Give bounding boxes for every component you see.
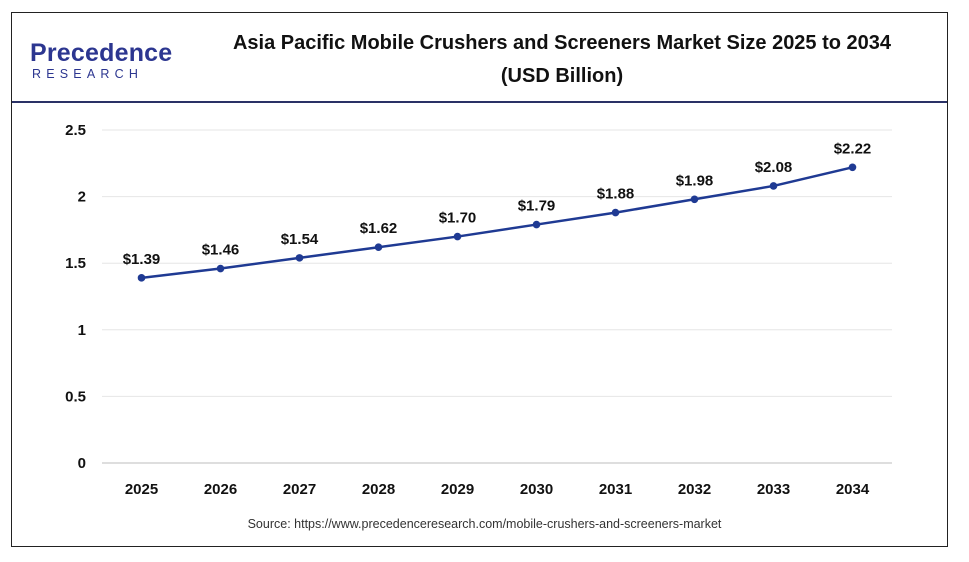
data-point <box>453 232 462 241</box>
data-label: $1.79 <box>518 198 556 215</box>
data-label: $1.46 <box>202 242 240 259</box>
y-tick-label: 0 <box>78 455 86 472</box>
data-label: $1.39 <box>123 251 161 268</box>
x-tick-label: 2027 <box>283 481 316 498</box>
data-point <box>611 208 620 217</box>
data-point <box>690 195 699 204</box>
data-label: $2.22 <box>834 140 872 157</box>
x-tick-label: 2026 <box>204 481 237 498</box>
chart-title-line-2: (USD Billion) <box>500 65 624 87</box>
data-label: $2.08 <box>755 159 793 176</box>
y-tick-label: 1.5 <box>65 255 86 272</box>
data-point <box>216 264 225 273</box>
data-point <box>769 182 778 190</box>
data-label: $1.62 <box>360 220 398 237</box>
chart-header: Precedence RESEARCH Asia Pacific Mobile … <box>12 13 947 103</box>
x-tick-label: 2025 <box>125 481 158 498</box>
data-point <box>848 163 857 172</box>
x-tick-label: 2034 <box>836 481 870 498</box>
x-tick-label: 2028 <box>362 481 395 498</box>
y-tick-label: 0.5 <box>65 388 86 405</box>
data-point <box>532 220 541 229</box>
chart-frame: Precedence RESEARCH Asia Pacific Mobile … <box>11 12 948 547</box>
x-tick-label: 2032 <box>678 481 711 498</box>
data-label: $1.70 <box>439 210 477 227</box>
x-tick-label: 2029 <box>441 481 474 498</box>
data-label: $1.88 <box>597 186 635 203</box>
data-label: $1.98 <box>676 172 714 189</box>
chart-title-line-1: Asia Pacific Mobile Crushers and Screene… <box>232 32 892 54</box>
series-line <box>141 166 853 280</box>
chart-title: Asia Pacific Mobile Crushers and Screene… <box>182 27 942 93</box>
y-tick-label: 2 <box>78 189 86 206</box>
logo-wordmark: Precedence <box>30 39 173 67</box>
precedence-research-logo: Precedence RESEARCH <box>30 39 180 89</box>
x-tick-label: 2031 <box>599 481 632 498</box>
x-tick-label: 2030 <box>520 481 553 498</box>
data-point <box>137 274 146 282</box>
logo-subtitle: RESEARCH <box>32 67 144 81</box>
data-point <box>295 254 304 262</box>
y-tick-label: 2.5 <box>65 122 86 139</box>
y-tick-label: 1 <box>78 322 86 339</box>
data-label: $1.54 <box>281 231 319 248</box>
data-point <box>374 243 383 252</box>
x-tick-label: 2033 <box>757 481 790 498</box>
source-note: Source: https://www.precedenceresearch.c… <box>247 517 722 531</box>
